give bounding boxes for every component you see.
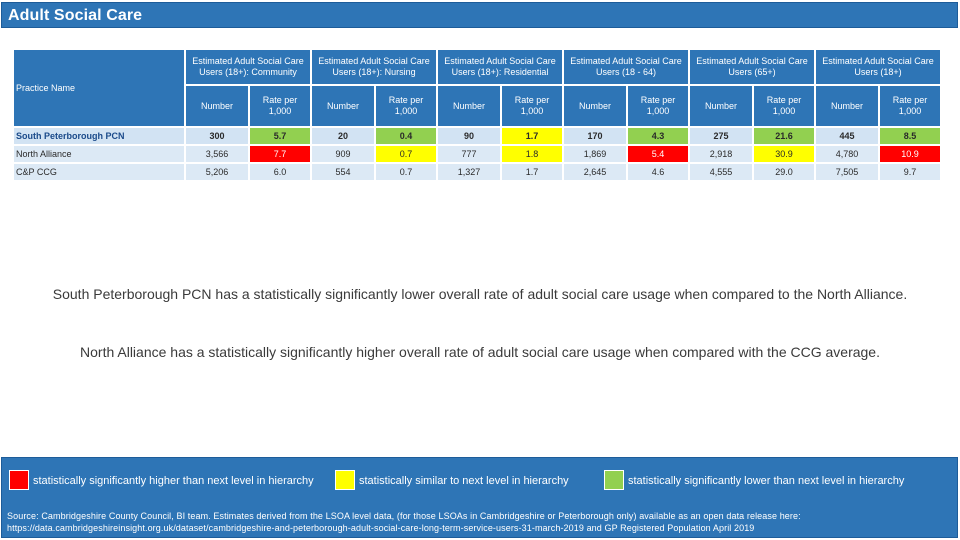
table-row: South Peterborough PCN 300 5.7 20 0.4 90 1.7 17… bbox=[14, 128, 940, 144]
rate-column-header: Rate per 1,000 bbox=[754, 86, 814, 126]
number-cell: 2,645 bbox=[564, 164, 626, 180]
column-group-header: Estimated Adult Social Care Users (18+):… bbox=[438, 50, 562, 84]
adult-social-care-table: Practice Name Estimated Adult Social Car… bbox=[12, 48, 942, 182]
number-cell: 275 bbox=[690, 128, 752, 144]
rate-cell: 1.7 bbox=[502, 128, 562, 144]
number-column-header: Number bbox=[312, 86, 374, 126]
number-cell: 90 bbox=[438, 128, 500, 144]
legend-label-similar: statistically similar to next level in h… bbox=[359, 475, 569, 487]
number-cell: 445 bbox=[816, 128, 878, 144]
table-row: North Alliance 3,566 7.7 909 0.7 777 1.8 1,869 5… bbox=[14, 146, 940, 162]
rate-cell: 0.4 bbox=[376, 128, 436, 144]
practice-name-cell: North Alliance bbox=[14, 146, 184, 162]
rate-column-header: Rate per 1,000 bbox=[250, 86, 310, 126]
number-column-header: Number bbox=[564, 86, 626, 126]
number-cell: 3,566 bbox=[186, 146, 248, 162]
column-group-header: Estimated Adult Social Care Users (18 - … bbox=[564, 50, 688, 84]
rate-column-header: Rate per 1,000 bbox=[880, 86, 940, 126]
column-group-header: Estimated Adult Social Care Users (18+):… bbox=[186, 50, 310, 84]
rate-column-header: Rate per 1,000 bbox=[502, 86, 562, 126]
number-cell: 2,918 bbox=[690, 146, 752, 162]
legend-swatch-red bbox=[9, 470, 29, 490]
number-cell: 7,505 bbox=[816, 164, 878, 180]
footer-panel: statistically significantly higher than … bbox=[1, 457, 958, 538]
number-cell: 777 bbox=[438, 146, 500, 162]
rate-column-header: Rate per 1,000 bbox=[628, 86, 688, 126]
legend-swatch-green bbox=[604, 470, 624, 490]
summary-text-1: South Peterborough PCN has a statistical… bbox=[52, 286, 908, 302]
column-group-header: Estimated Adult Social Care Users (18+):… bbox=[312, 50, 436, 84]
rate-cell: 6.0 bbox=[250, 164, 310, 180]
rate-cell: 0.7 bbox=[376, 164, 436, 180]
number-column-header: Number bbox=[186, 86, 248, 126]
number-column-header: Number bbox=[690, 86, 752, 126]
rate-cell: 0.7 bbox=[376, 146, 436, 162]
number-cell: 4,780 bbox=[816, 146, 878, 162]
rate-cell: 9.7 bbox=[880, 164, 940, 180]
rate-cell: 30.9 bbox=[754, 146, 814, 162]
column-group-header: Estimated Adult Social Care Users (18+) bbox=[816, 50, 940, 84]
practice-name-cell: C&P CCG bbox=[14, 164, 184, 180]
number-cell: 554 bbox=[312, 164, 374, 180]
practice-name-cell: South Peterborough PCN bbox=[14, 128, 184, 144]
rate-cell: 29.0 bbox=[754, 164, 814, 180]
number-cell: 909 bbox=[312, 146, 374, 162]
rate-cell: 10.9 bbox=[880, 146, 940, 162]
number-cell: 5,206 bbox=[186, 164, 248, 180]
rate-cell: 1.8 bbox=[502, 146, 562, 162]
number-column-header: Number bbox=[438, 86, 500, 126]
rate-cell: 21.6 bbox=[754, 128, 814, 144]
number-cell: 170 bbox=[564, 128, 626, 144]
rate-column-header: Rate per 1,000 bbox=[376, 86, 436, 126]
column-group-header: Estimated Adult Social Care Users (65+) bbox=[690, 50, 814, 84]
rate-cell: 5.4 bbox=[628, 146, 688, 162]
table-row: C&P CCG 5,206 6.0 554 0.7 1,327 1.7 2,645 4.6 4,5… bbox=[14, 164, 940, 180]
number-cell: 300 bbox=[186, 128, 248, 144]
rate-cell: 1.7 bbox=[502, 164, 562, 180]
rate-cell: 4.3 bbox=[628, 128, 688, 144]
legend-swatch-yellow bbox=[335, 470, 355, 490]
number-cell: 1,869 bbox=[564, 146, 626, 162]
number-column-header: Number bbox=[816, 86, 878, 126]
number-cell: 20 bbox=[312, 128, 374, 144]
legend-label-lower: statistically significantly lower than n… bbox=[628, 475, 905, 487]
page-title: Adult Social Care bbox=[8, 7, 143, 24]
rate-cell: 8.5 bbox=[880, 128, 940, 144]
rate-cell: 4.6 bbox=[628, 164, 688, 180]
number-cell: 4,555 bbox=[690, 164, 752, 180]
legend-label-higher: statistically significantly higher than … bbox=[33, 475, 314, 487]
source-note: Source: Cambridgeshire County Council, B… bbox=[7, 511, 801, 533]
practice-name-header: Practice Name bbox=[14, 50, 184, 126]
rate-cell: 7.7 bbox=[250, 146, 310, 162]
number-cell: 1,327 bbox=[438, 164, 500, 180]
title-bar: Adult Social Care bbox=[1, 2, 958, 28]
rate-cell: 5.7 bbox=[250, 128, 310, 144]
summary-text-2: North Alliance has a statistically signi… bbox=[80, 344, 880, 360]
